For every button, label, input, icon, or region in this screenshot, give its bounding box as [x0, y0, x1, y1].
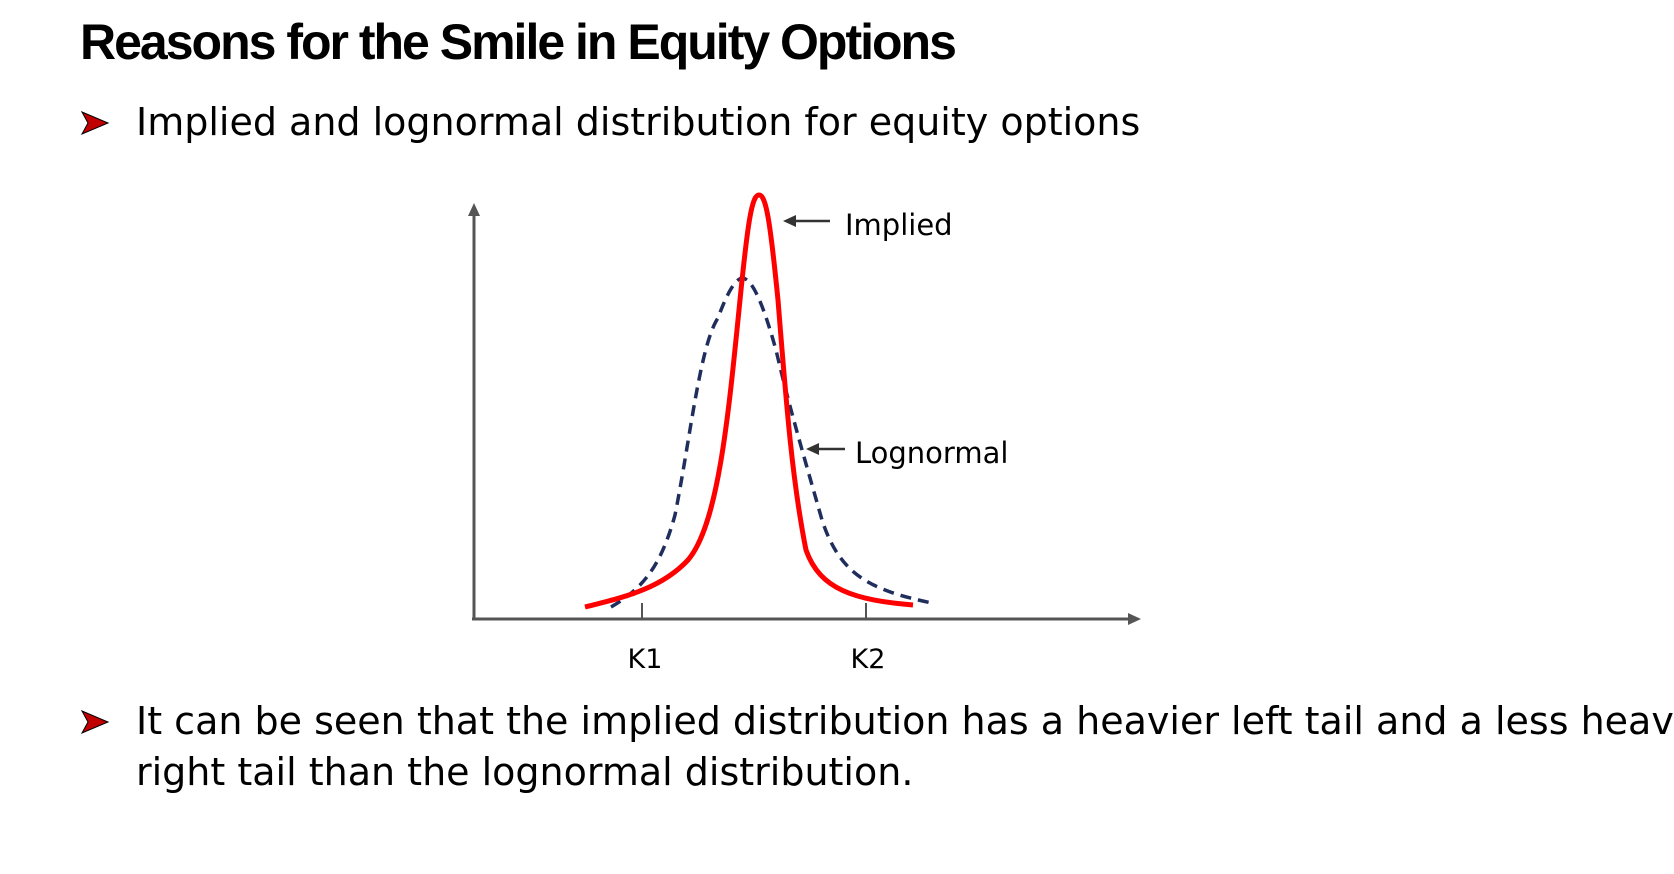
bullet-text-2-continued: right tail than the lognormal distributi… — [136, 750, 914, 794]
annotation-arrowhead-lognormal-icon — [806, 443, 819, 455]
bullet-item-2: It can be seen that the implied distribu… — [80, 695, 1674, 747]
legend-label-implied: Implied — [845, 208, 953, 242]
x-tick-label-k1: K1 — [628, 644, 663, 675]
arrowhead-bullet-icon — [80, 709, 110, 735]
bullet-item-1: Implied and lognormal distribution for e… — [80, 96, 1140, 148]
y-axis-arrow-icon — [468, 203, 480, 216]
annotation-arrowhead-implied-icon — [783, 215, 796, 227]
slide-title: Reasons for the Smile in Equity Options — [80, 14, 957, 70]
bullet-text-1: Implied and lognormal distribution for e… — [136, 100, 1141, 144]
x-tick-label-k2: K2 — [851, 644, 886, 675]
legend-label-lognormal: Lognormal — [855, 436, 1008, 470]
series-line-implied — [584, 192, 914, 610]
bullet-text-2: It can be seen that the implied distribu… — [136, 699, 1674, 743]
x-axis-arrow-icon — [1128, 613, 1141, 625]
arrowhead-bullet-icon — [80, 110, 110, 136]
